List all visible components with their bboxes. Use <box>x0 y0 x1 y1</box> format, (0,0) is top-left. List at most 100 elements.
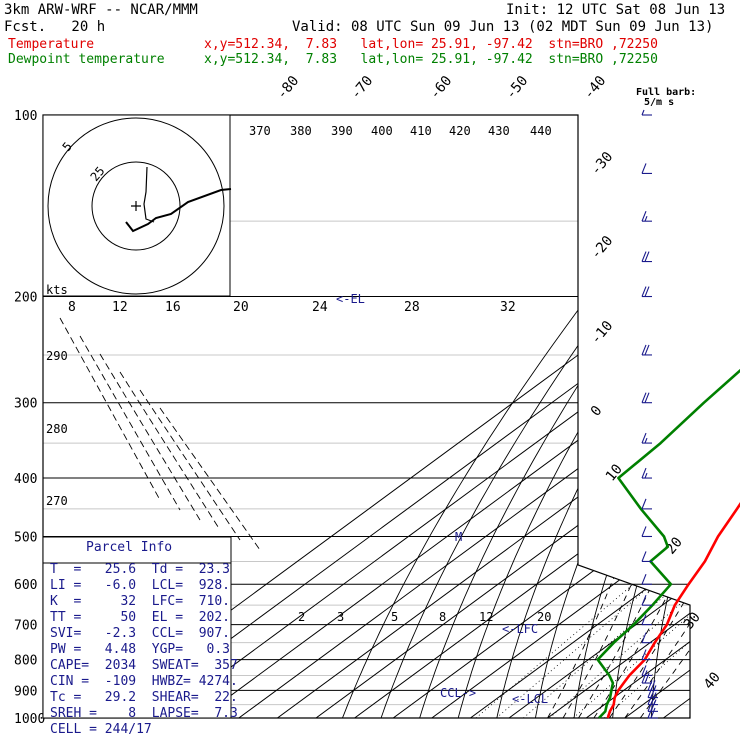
wind-barb <box>641 526 647 537</box>
barb-legend-title: Full barb: <box>636 87 697 98</box>
wind-barb <box>641 286 647 297</box>
hodograph-ring <box>47 117 225 295</box>
isotherm-label: -80 <box>274 73 303 103</box>
hodograph-speed-label: 16 <box>165 300 181 315</box>
isotherm <box>392 115 690 718</box>
wind-barb <box>644 392 650 403</box>
hodograph-trace <box>125 188 232 233</box>
hodograph-speed-label: 20 <box>233 300 249 315</box>
lcl-marker: <-LCL <box>512 692 548 706</box>
pressure-tick-label: 900 <box>14 684 37 699</box>
wind-barb <box>641 594 647 606</box>
theta-label: 420 <box>449 124 471 138</box>
dry-adiabat <box>376 127 690 718</box>
valid-time: Valid: 08 UTC Sun 09 Jun 13 (02 MDT Sun … <box>292 19 714 35</box>
isotherm-label: -20 <box>588 233 617 263</box>
parcel-row: SREH = 8 LAPSE= 7.3 <box>50 706 238 721</box>
moist-adiabat <box>624 296 690 718</box>
wind-barb <box>644 251 650 262</box>
speed-guide-line <box>119 371 221 531</box>
parcel-row: K = 32 LFC= 710. <box>50 594 231 609</box>
wind-barb <box>644 472 648 479</box>
parcel-row: TT = 50 EL = 202. <box>50 610 231 625</box>
moist-adiabat <box>593 296 690 718</box>
isotherm-label: -30 <box>588 149 617 179</box>
theta-label: 270 <box>46 494 68 508</box>
hodograph-ring <box>91 161 181 251</box>
pressure-tick-label: 300 <box>14 397 37 412</box>
isotherm <box>470 115 690 718</box>
isotherm <box>624 115 690 718</box>
wind-barb <box>644 286 650 297</box>
pressure-tick-label: 400 <box>14 472 37 487</box>
isotherm <box>431 115 690 718</box>
speed-guide-line <box>139 389 241 541</box>
hodograph-speed-label: 32 <box>500 300 516 315</box>
init-time: Init: 12 UTC Sat 08 Jun 13 <box>506 2 726 18</box>
isotherm <box>585 115 690 718</box>
dry-adiabat <box>650 127 690 718</box>
isotherm <box>354 115 690 718</box>
wind-barb <box>641 163 647 174</box>
mixing-ratio-line <box>549 583 690 718</box>
moist-adiabat <box>639 296 690 718</box>
wind-barb <box>641 498 647 510</box>
dry-adiabat <box>689 127 690 718</box>
el-marker: <-EL <box>336 292 365 306</box>
mixing-ratio-label: 3 <box>337 610 344 624</box>
parcel-row: SVI= -2.3 CCL= 907. <box>50 626 231 641</box>
temperature-legend: Temperature <box>8 37 95 52</box>
wind-barb <box>644 344 650 356</box>
theta-label: 290 <box>46 349 68 363</box>
wind-barb <box>653 692 657 698</box>
wind-barb <box>641 432 647 444</box>
pressure-tick-label: 700 <box>14 619 37 634</box>
dry-adiabat <box>532 127 690 718</box>
wind-barb <box>641 344 647 356</box>
temperature-profile <box>606 501 740 719</box>
isotherm-label: 10 <box>603 461 626 484</box>
pressure-tick-label: 600 <box>14 578 37 593</box>
theta-label: 430 <box>488 124 510 138</box>
wind-barb <box>641 574 647 585</box>
isotherm <box>122 115 690 718</box>
wind-barb <box>644 672 650 684</box>
parcel-row: CIN = -109 HWBZ= 4274. <box>50 674 238 689</box>
parcel-row: CELL = 244/17 <box>50 722 152 737</box>
wind-barb <box>653 699 657 705</box>
pressure-tick-label: 500 <box>14 530 37 545</box>
wind-barb <box>641 665 647 676</box>
wind-barb <box>650 707 656 719</box>
theta-label: 380 <box>290 124 312 138</box>
isotherm-label: -70 <box>348 73 377 103</box>
isotherm <box>161 115 690 718</box>
theta-label: 410 <box>410 124 432 138</box>
ccl-marker: CCL-> <box>440 686 476 700</box>
isotherm-label: 30 <box>681 609 704 632</box>
theta-label: 390 <box>331 124 353 138</box>
hodograph-trace-upper <box>143 166 155 223</box>
model-title: 3km ARW-WRF -- NCAR/MMM <box>4 2 198 18</box>
dewpoint-profile <box>596 368 740 719</box>
parcel-info-title: Parcel Info <box>86 540 173 555</box>
forecast-hour: Fcst. 20 h <box>4 19 106 35</box>
parcel-info-box <box>42 536 232 719</box>
speed-guide-line <box>159 407 261 551</box>
dry-adiabat <box>337 127 690 718</box>
hodograph-speed-label: 8 <box>68 300 76 315</box>
theta-label: 370 <box>249 124 271 138</box>
hodograph-units-label: kts <box>46 283 68 297</box>
isotherm-label: -50 <box>503 73 532 103</box>
isotherm-label: 40 <box>701 669 724 692</box>
parcel-row: Tc = 29.2 SHEAR= 22. <box>50 690 238 705</box>
isotherm <box>702 115 740 718</box>
temperature-location: x,y=512.34, 7.83 lat,lon= 25.91, -97.42 … <box>204 37 658 52</box>
hodograph-speed-label: 28 <box>404 300 420 315</box>
speed-guide-line <box>79 335 181 511</box>
isotherm-label: -60 <box>427 73 456 103</box>
parcel-row: LI = -6.0 LCL= 928. <box>50 578 231 593</box>
wind-barb <box>647 680 653 691</box>
isotherm <box>315 115 690 718</box>
wind-barb <box>641 467 647 479</box>
